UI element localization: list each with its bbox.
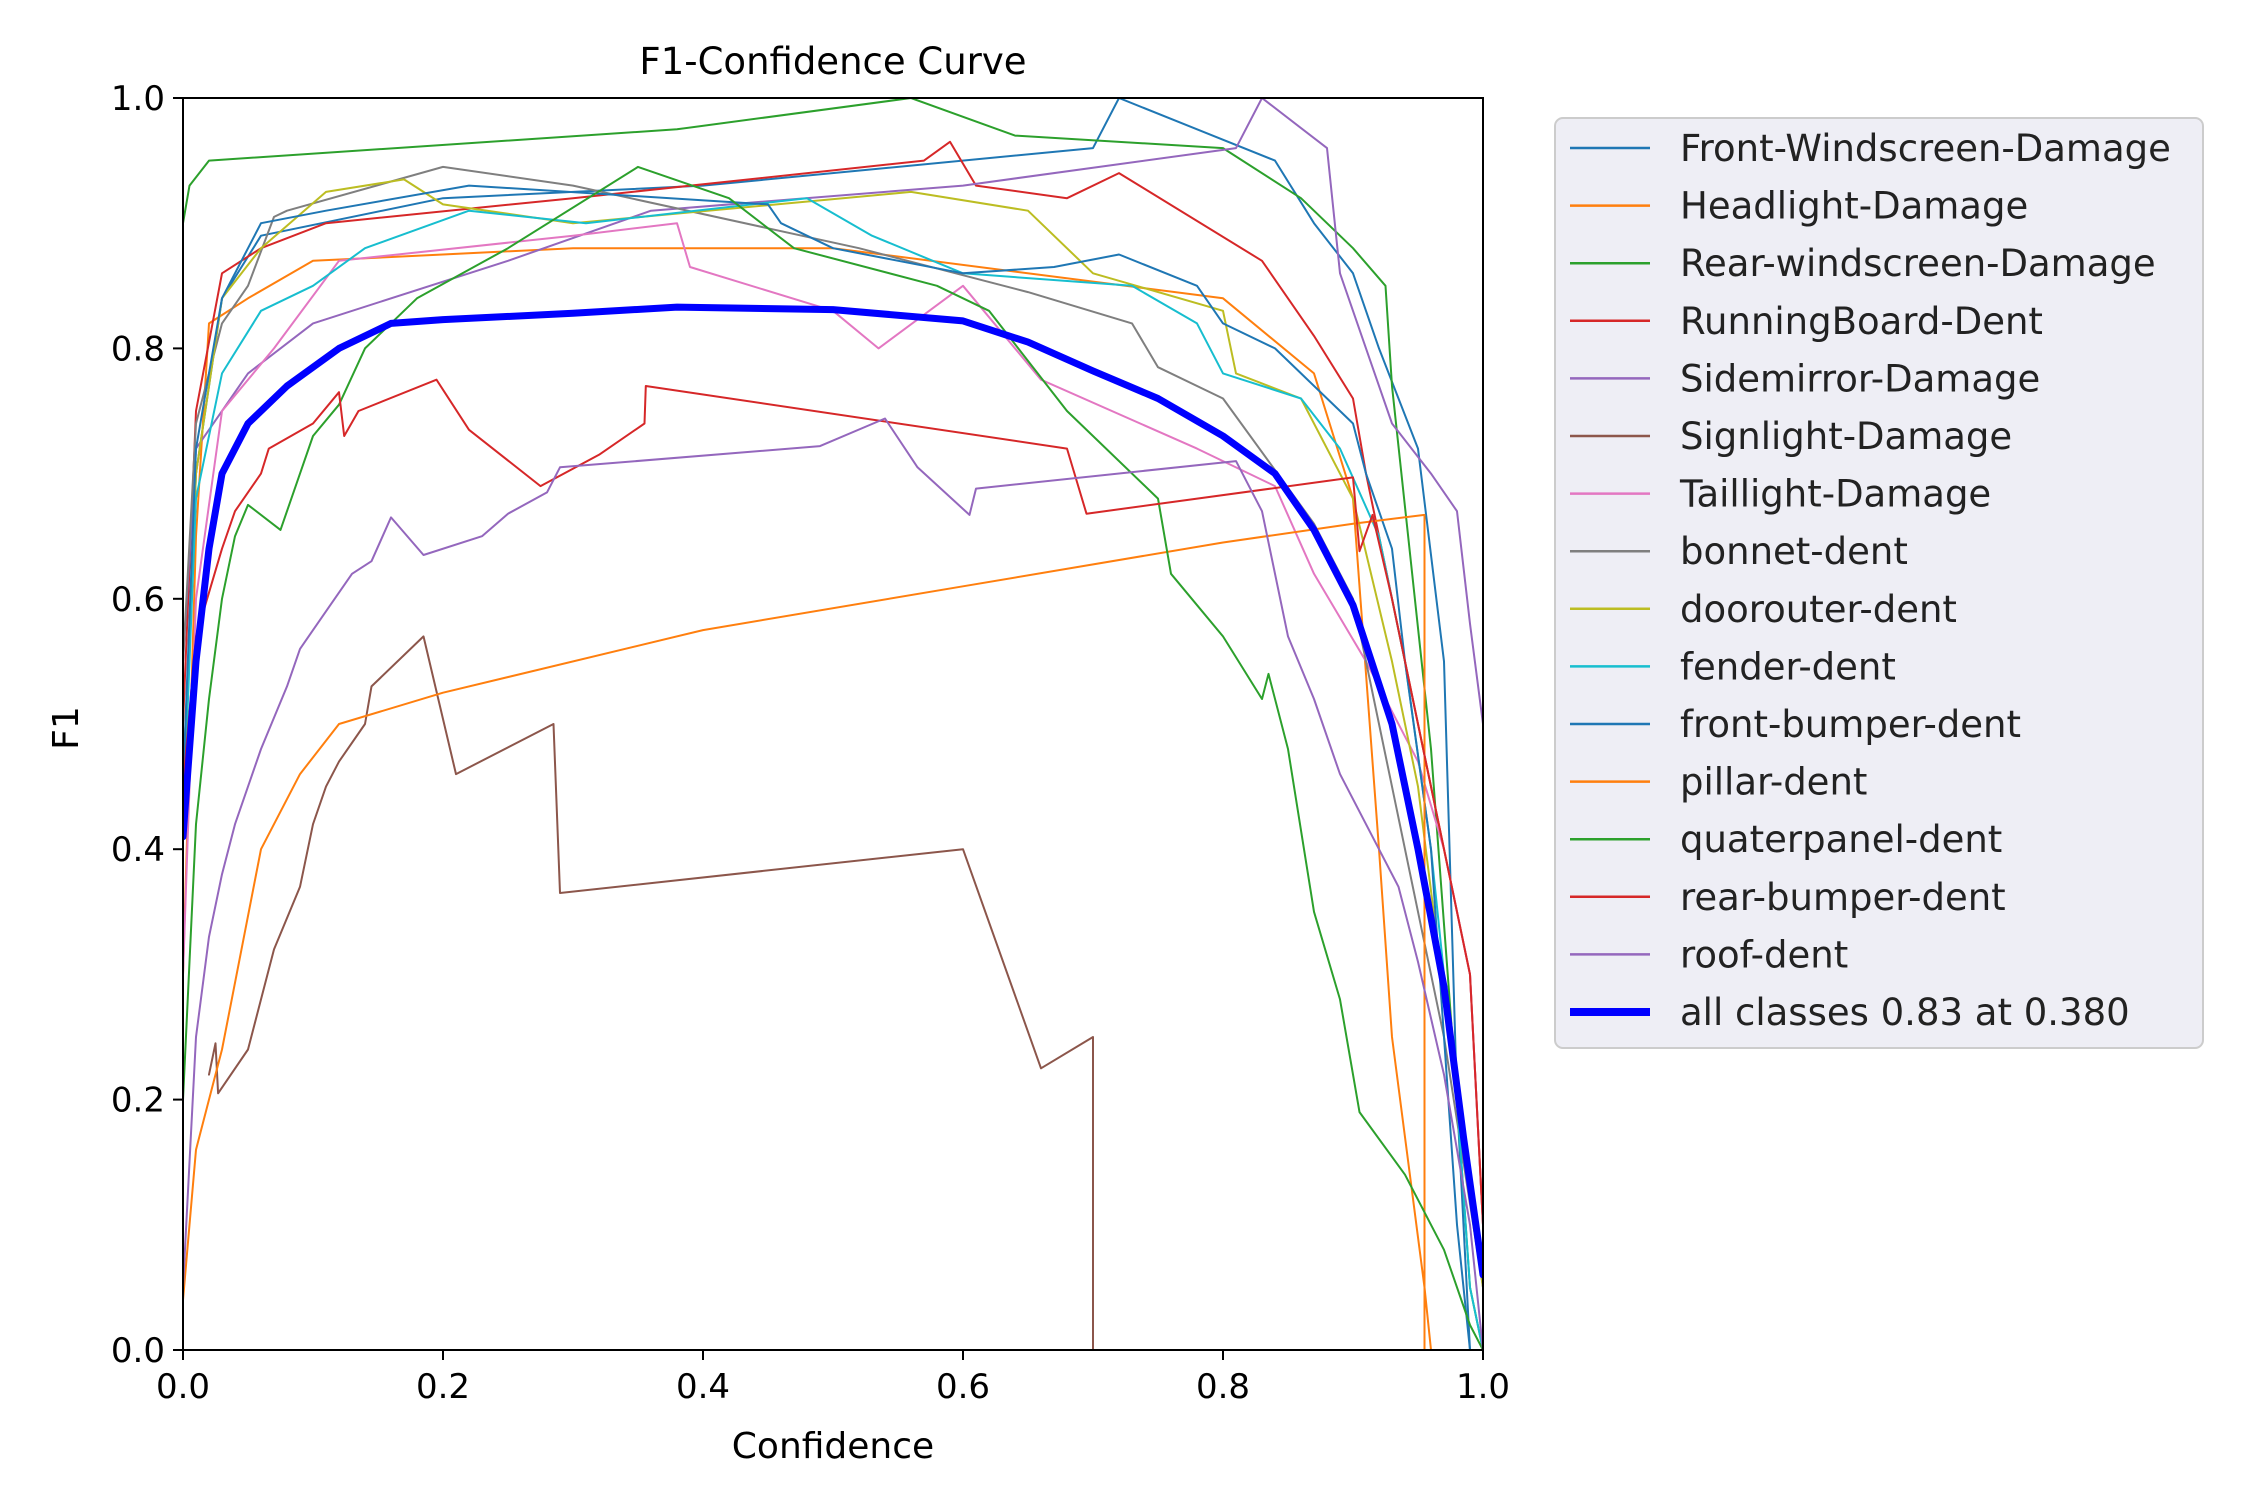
x-tick-label: 0.4 xyxy=(676,1367,730,1407)
series-line-13 xyxy=(183,378,1483,1226)
y-axis-label: F1 xyxy=(46,706,87,750)
legend: Front-Windscreen-Damage Headlight-Damage R… xyxy=(1554,117,2204,1049)
legend-label-0: Front-Windscreen-Damage xyxy=(1680,127,2171,170)
x-tick-label: 0.0 xyxy=(156,1367,210,1407)
x-axis: 0.0 0.2 0.4 0.6 0.8 1.0 xyxy=(156,1350,1510,1407)
x-tick-label: 0.2 xyxy=(416,1367,470,1407)
series-line-4 xyxy=(183,98,1483,1350)
series-line-8 xyxy=(183,178,1483,1289)
series-line-15 xyxy=(183,303,1483,1279)
legend-label-1: Headlight-Damage xyxy=(1680,185,2028,228)
x-tick-label: 1.0 xyxy=(1456,1367,1510,1407)
series-line-2 xyxy=(183,98,1483,1350)
series-line-11 xyxy=(183,513,1483,1350)
series-line-10 xyxy=(183,184,1483,1350)
legend-label-6: Taillight-Damage xyxy=(1679,473,1991,516)
legend-label-12: quaterpanel-dent xyxy=(1680,818,2002,861)
legend-label-7: bonnet-dent xyxy=(1680,530,1908,573)
legend-label-10: front-bumper-dent xyxy=(1680,703,2021,746)
legend-box xyxy=(1554,117,2204,1049)
series-line-5 xyxy=(208,635,1483,1350)
y-tick-label: 0.8 xyxy=(111,329,165,369)
legend-entries: Front-Windscreen-Damage Headlight-Damage R… xyxy=(1570,127,2171,1034)
legend-label-4: Sidemirror-Damage xyxy=(1680,357,2040,400)
y-tick-label: 0.2 xyxy=(111,1081,165,1121)
y-tick-label: 0.0 xyxy=(111,1331,165,1371)
chart-title: F1-Confidence Curve xyxy=(639,40,1026,83)
series-line-7 xyxy=(183,165,1483,1289)
y-tick-label: 0.6 xyxy=(111,580,165,620)
plot-frame xyxy=(182,97,1484,1351)
series-line-1 xyxy=(183,247,1483,1350)
x-tick-label: 0.8 xyxy=(1196,1367,1250,1407)
legend-label-9: fender-dent xyxy=(1680,645,1896,688)
legend-label-15: all classes 0.83 at 0.380 xyxy=(1680,991,2130,1034)
y-tick-label: 0.4 xyxy=(111,830,165,870)
series-layer xyxy=(183,98,1483,1350)
legend-label-14: roof-dent xyxy=(1680,933,1848,976)
y-tick-label: 1.0 xyxy=(111,79,165,119)
series-line-12 xyxy=(183,165,1483,1350)
series-line-14 xyxy=(183,417,1483,1350)
legend-label-11: pillar-dent xyxy=(1680,761,1867,804)
legend-label-2: Rear-windscreen-Damage xyxy=(1680,242,2156,285)
legend-label-5: Signlight-Damage xyxy=(1680,415,2012,458)
y-axis: 0.0 0.2 0.4 0.6 0.8 1.0 xyxy=(111,79,183,1371)
legend-label-8: doorouter-dent xyxy=(1680,588,1957,631)
x-tick-label: 0.6 xyxy=(936,1367,990,1407)
legend-label-13: rear-bumper-dent xyxy=(1680,876,2006,919)
x-axis-label: Confidence xyxy=(732,1426,934,1467)
legend-label-3: RunningBoard-Dent xyxy=(1680,300,2043,343)
